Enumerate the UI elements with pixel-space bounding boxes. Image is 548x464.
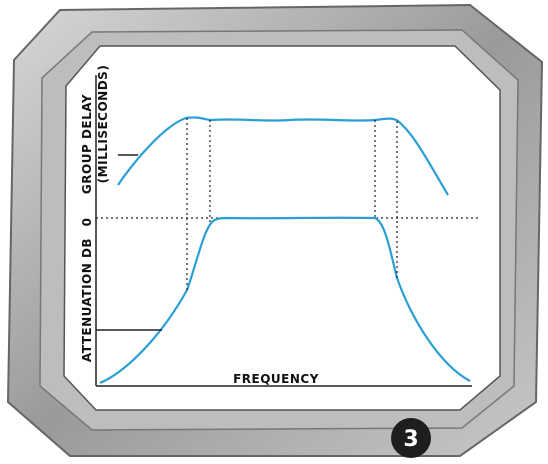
axis-label: ATTENUATION DB xyxy=(80,238,94,362)
illustration: ATTENUATION DB 0 GROUP DELAY (MILLISECON… xyxy=(0,0,548,464)
axis-label: 0 xyxy=(80,218,94,227)
axis-label: FREQUENCY xyxy=(233,372,319,386)
axis-label: (MILLISECONDS) xyxy=(96,65,110,184)
axis-label: GROUP DELAY xyxy=(80,94,94,194)
badge-number: 3 xyxy=(403,427,418,452)
screen xyxy=(64,46,500,410)
